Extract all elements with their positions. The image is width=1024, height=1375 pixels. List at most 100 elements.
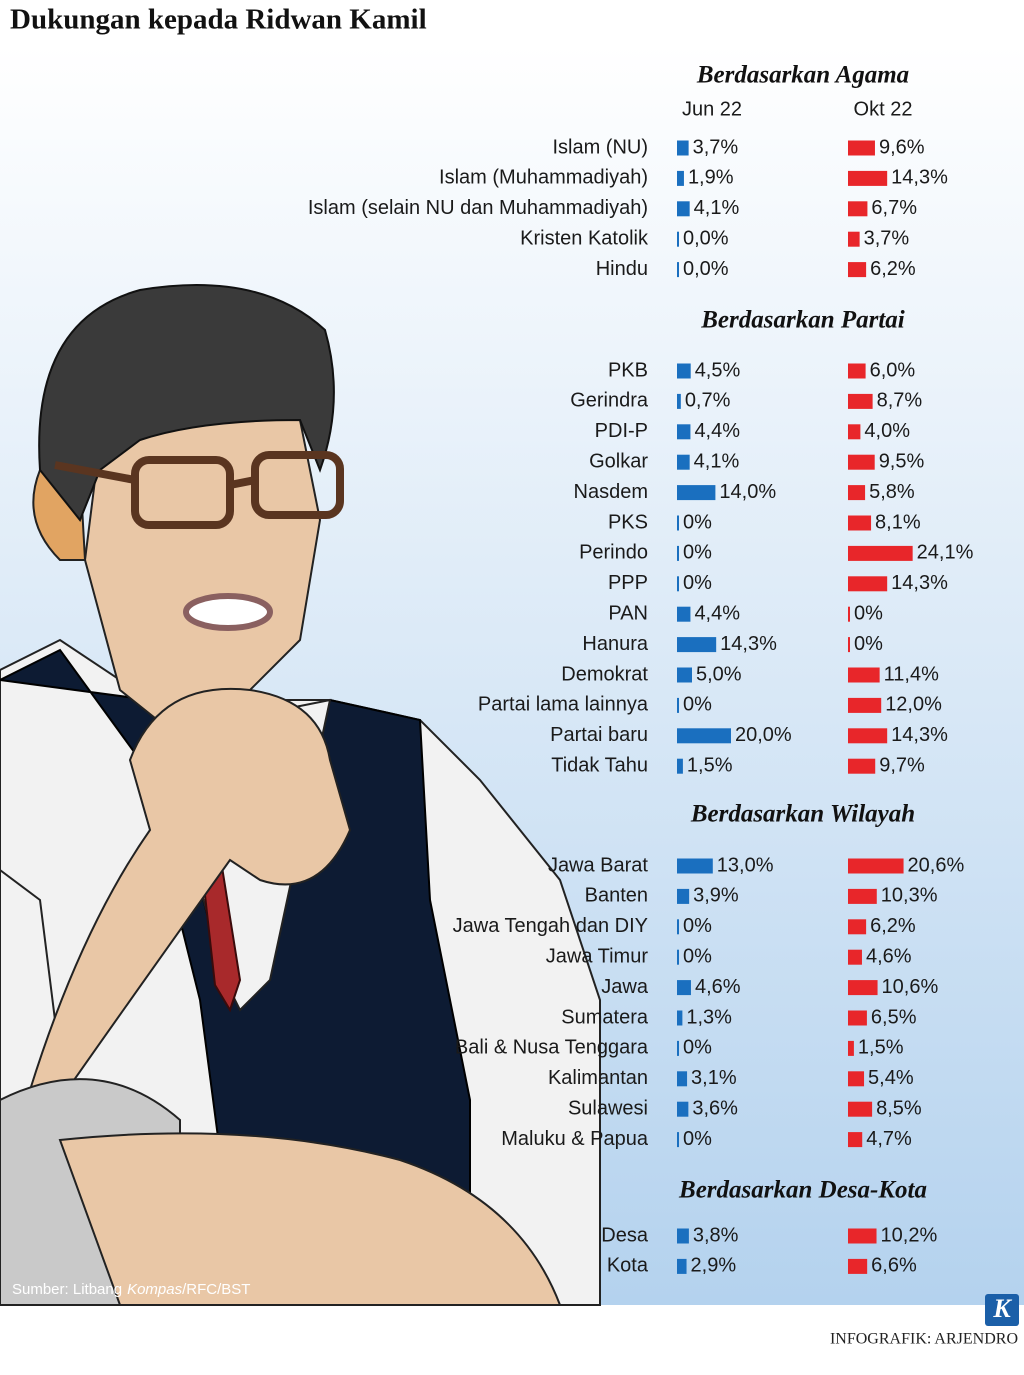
category-label: Kalimantan bbox=[548, 1067, 648, 1089]
value-label: 4,6% bbox=[866, 945, 912, 967]
value-label: 6,0% bbox=[870, 359, 916, 381]
value-label: 6,6% bbox=[871, 1255, 917, 1277]
category-label: PAN bbox=[608, 602, 648, 624]
bar bbox=[677, 140, 689, 156]
bar bbox=[677, 606, 691, 622]
category-label: Nasdem bbox=[574, 481, 648, 503]
bar bbox=[677, 919, 679, 935]
value-label: 0% bbox=[854, 633, 883, 655]
value-label: 2,9% bbox=[691, 1255, 737, 1277]
credit: INFOGRAFIK: ARJENDRO bbox=[830, 1331, 1018, 1348]
value-label: 0% bbox=[683, 945, 712, 967]
value-label: 4,6% bbox=[695, 976, 741, 998]
bar bbox=[677, 1258, 687, 1274]
category-label: Islam (Muhammadiyah) bbox=[439, 167, 648, 189]
value-label: 1,5% bbox=[858, 1037, 904, 1059]
bar bbox=[848, 485, 866, 501]
value-label: 4,1% bbox=[694, 197, 740, 219]
bar bbox=[677, 545, 679, 561]
value-label: 0,0% bbox=[683, 227, 729, 249]
value-label: 14,3% bbox=[720, 633, 777, 655]
value-label: 0% bbox=[683, 1128, 712, 1150]
bar bbox=[677, 1071, 688, 1087]
logo-box bbox=[985, 1294, 1019, 1326]
bar bbox=[848, 1258, 868, 1274]
category-label: PKB bbox=[608, 359, 648, 381]
bar bbox=[848, 1040, 854, 1056]
bar bbox=[848, 1228, 877, 1244]
value-label: 6,2% bbox=[870, 915, 916, 937]
category-label: Tidak Tahu bbox=[551, 754, 648, 776]
section-title: Berdasarkan Wilayah bbox=[690, 801, 915, 828]
category-label: Hindu bbox=[596, 258, 648, 280]
value-label: 8,5% bbox=[876, 1097, 922, 1119]
bar bbox=[677, 454, 690, 470]
category-label: Jawa Timur bbox=[546, 945, 649, 967]
bar bbox=[848, 545, 913, 561]
value-label: 5,4% bbox=[868, 1067, 914, 1089]
bar bbox=[848, 949, 862, 965]
category-label: Banten bbox=[585, 885, 648, 907]
category-label: Sulawesi bbox=[568, 1097, 648, 1119]
value-label: 0% bbox=[683, 1037, 712, 1059]
bar bbox=[848, 919, 867, 935]
value-label: 3,1% bbox=[691, 1067, 737, 1089]
value-label: 0% bbox=[683, 511, 712, 533]
bar bbox=[848, 758, 876, 774]
value-label: 10,3% bbox=[881, 885, 938, 907]
section-title: Berdasarkan Partai bbox=[700, 307, 905, 334]
bar bbox=[848, 454, 875, 470]
source-suffix: /RFC/BST bbox=[182, 1281, 250, 1298]
value-label: 4,1% bbox=[694, 450, 740, 472]
value-label: 0,0% bbox=[683, 258, 729, 280]
value-label: 1,3% bbox=[686, 1006, 732, 1028]
legend-label: Jun 22 bbox=[682, 98, 742, 120]
category-label: Bali & Nusa Tenggara bbox=[455, 1037, 649, 1059]
value-label: 6,2% bbox=[870, 258, 916, 280]
bar bbox=[848, 858, 904, 874]
bar bbox=[677, 201, 690, 217]
category-label: PDI-P bbox=[595, 420, 648, 442]
value-label: 4,4% bbox=[694, 602, 740, 624]
value-label: 9,6% bbox=[879, 136, 925, 158]
value-label: 9,7% bbox=[879, 754, 925, 776]
bar bbox=[848, 980, 878, 996]
bar bbox=[677, 697, 679, 713]
value-label: 11,4% bbox=[884, 663, 939, 685]
value-label: 13,0% bbox=[717, 854, 774, 876]
bar bbox=[848, 262, 867, 278]
value-label: 8,7% bbox=[877, 390, 923, 412]
section-title: Berdasarkan Agama bbox=[696, 62, 909, 89]
bar bbox=[848, 515, 872, 531]
value-label: 1,5% bbox=[687, 754, 733, 776]
bar bbox=[677, 758, 683, 774]
category-label: Jawa Barat bbox=[548, 854, 648, 876]
portrait bbox=[0, 284, 601, 1306]
bar bbox=[677, 393, 681, 409]
title: Dukungan kepada Ridwan Kamil bbox=[10, 4, 427, 36]
bar bbox=[677, 576, 679, 592]
bar bbox=[848, 1010, 867, 1026]
value-label: 3,6% bbox=[692, 1097, 738, 1119]
value-label: 20,6% bbox=[908, 854, 965, 876]
bar bbox=[848, 576, 888, 592]
value-label: 10,2% bbox=[881, 1224, 938, 1246]
category-label: Kota bbox=[607, 1255, 649, 1277]
value-label: 3,8% bbox=[693, 1224, 739, 1246]
category-label: Hanura bbox=[582, 633, 648, 655]
bar bbox=[848, 667, 880, 683]
bar bbox=[677, 637, 717, 653]
category-label: Kristen Katolik bbox=[520, 227, 649, 249]
category-label: Partai lama lainnya bbox=[478, 694, 649, 716]
value-label: 9,5% bbox=[879, 450, 925, 472]
bar bbox=[848, 728, 888, 744]
value-label: 3,9% bbox=[693, 885, 739, 907]
value-label: 0% bbox=[683, 572, 712, 594]
bar bbox=[848, 888, 877, 904]
logo: K bbox=[992, 1294, 1012, 1323]
category-label: Golkar bbox=[589, 450, 648, 472]
value-label: 8,1% bbox=[875, 511, 921, 533]
value-label: 14,0% bbox=[719, 481, 776, 503]
bar bbox=[677, 1101, 689, 1117]
